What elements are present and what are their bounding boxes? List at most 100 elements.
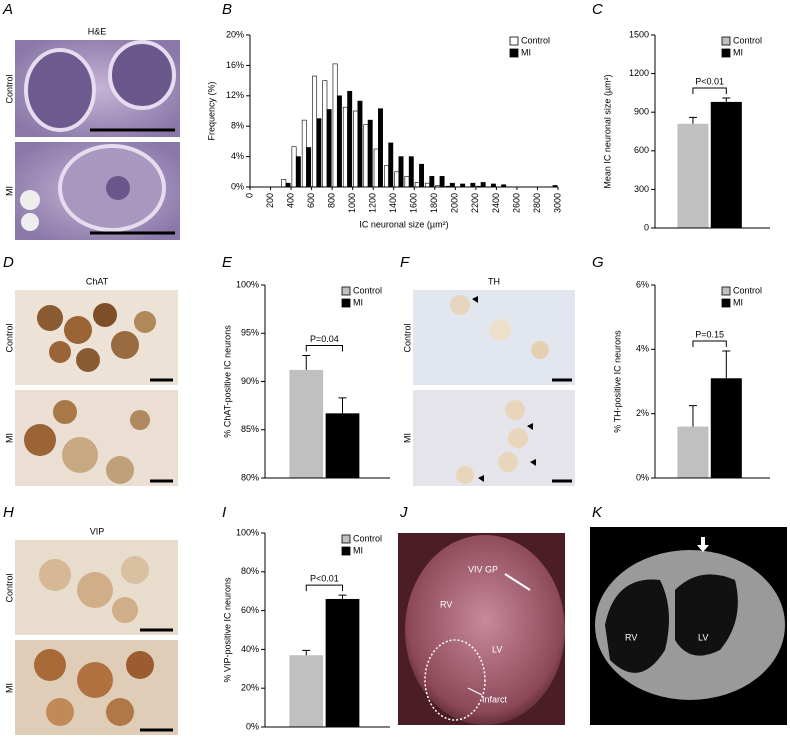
y-tick-label: 85% <box>241 424 259 434</box>
panel-label: K <box>592 504 603 521</box>
y-axis-label: % ChAT-positive IC neurons <box>222 325 232 438</box>
x-tick-label: 800 <box>327 193 337 208</box>
bar <box>316 118 322 188</box>
bar <box>394 171 400 188</box>
y-tick-label: 4% <box>231 151 244 161</box>
error-bar <box>688 116 697 124</box>
legend-label: MI <box>353 545 363 555</box>
bar <box>470 182 476 188</box>
legend-label: MI <box>733 297 743 307</box>
y-axis-label: % TH-positive IC neurons <box>612 330 622 433</box>
error-bar <box>338 594 347 599</box>
y-tick-label: 100% <box>236 279 259 289</box>
image-panel-a: A H&E Control MI <box>2 1 180 240</box>
significance-bracket <box>692 87 727 95</box>
panel-label: F <box>400 254 410 271</box>
panel-label: E <box>222 254 233 271</box>
error-bar <box>302 649 311 656</box>
x-tick-label: 1000 <box>347 193 357 213</box>
image-panel-j: J VIV GP RV LV Infarct <box>398 504 565 725</box>
bar <box>480 182 486 188</box>
bar <box>295 156 301 188</box>
bar <box>710 101 742 228</box>
y-tick-label: 0% <box>231 181 244 191</box>
x-tick-label: 2000 <box>450 193 460 213</box>
bar <box>301 119 307 188</box>
y-tick-label: 20% <box>241 683 259 693</box>
legend-swatch <box>721 298 731 308</box>
image-panel-k: K RV LV <box>590 504 787 725</box>
y-tick-label: 0% <box>246 721 259 731</box>
x-tick-label: 600 <box>306 193 316 208</box>
row-label: Control <box>402 323 412 352</box>
y-axis-label: Frequency (%) <box>206 81 216 140</box>
x-tick-label: 1200 <box>368 193 378 213</box>
bar <box>710 378 742 478</box>
annotation: P<0.01 <box>695 76 724 86</box>
row-label: Control <box>4 323 14 352</box>
legend-label: Control <box>353 285 382 295</box>
annotation: P=0.04 <box>310 334 339 344</box>
legend-label: MI <box>733 47 743 57</box>
error-bar <box>688 405 697 427</box>
annotation: P=0.15 <box>695 329 724 339</box>
row-label: MI <box>402 433 412 443</box>
y-axis-label: % VIP-positive IC neurons <box>222 577 232 683</box>
panel-label: H <box>3 504 14 521</box>
row-label: MI <box>4 683 14 693</box>
bar <box>383 165 389 188</box>
bar <box>325 598 360 727</box>
y-tick-label: 8% <box>231 121 244 131</box>
y-tick-label: 95% <box>241 328 259 338</box>
y-tick-label: 20% <box>226 29 244 39</box>
image-title: VIP <box>90 526 105 536</box>
y-tick-label: 90% <box>241 376 259 386</box>
y-tick-label: 6% <box>636 279 649 289</box>
bar <box>325 413 360 478</box>
y-tick-label: 12% <box>226 90 244 100</box>
image-label: LV <box>698 632 708 642</box>
legend-swatch <box>721 286 731 296</box>
legend-label: Control <box>521 35 550 45</box>
panel-label: J <box>399 504 408 521</box>
legend-swatch <box>721 48 731 58</box>
panel-label: G <box>592 254 604 271</box>
image-panel-d: D ChAT Control MI <box>3 254 178 486</box>
significance-bracket <box>305 584 343 592</box>
bar <box>281 179 287 188</box>
x-tick-label: 3000 <box>552 193 562 213</box>
legend-label: MI <box>521 47 531 57</box>
y-tick-label: 80% <box>241 566 259 576</box>
bar <box>363 124 369 188</box>
bar <box>414 182 420 188</box>
significance-bracket <box>692 340 727 347</box>
bar <box>312 75 318 188</box>
legend-swatch <box>721 36 731 46</box>
y-tick-label: 900 <box>634 107 649 117</box>
image-panel-f: F TH Control MI <box>400 254 575 486</box>
bar <box>677 123 709 228</box>
y-tick-label: 0% <box>636 472 649 482</box>
legend-label: Control <box>353 533 382 543</box>
annotation: P<0.01 <box>310 573 339 583</box>
bar <box>306 147 312 188</box>
bar <box>398 156 404 188</box>
y-tick-label: 300 <box>634 184 649 194</box>
x-tick-label: 0 <box>244 193 254 198</box>
bar <box>419 163 425 188</box>
y-tick-label: 600 <box>634 145 649 155</box>
legend-swatch <box>509 36 519 46</box>
row-label: Control <box>4 74 14 103</box>
bar <box>326 109 332 188</box>
bar <box>439 176 445 188</box>
y-tick-label: 16% <box>226 60 244 70</box>
bar <box>347 90 353 188</box>
legend-label: Control <box>733 35 762 45</box>
panel-label: C <box>592 1 603 18</box>
y-tick-label: 60% <box>241 605 259 615</box>
legend-label: Control <box>733 285 762 295</box>
bar <box>677 426 709 478</box>
error-bar <box>302 354 311 370</box>
bar <box>353 110 359 188</box>
